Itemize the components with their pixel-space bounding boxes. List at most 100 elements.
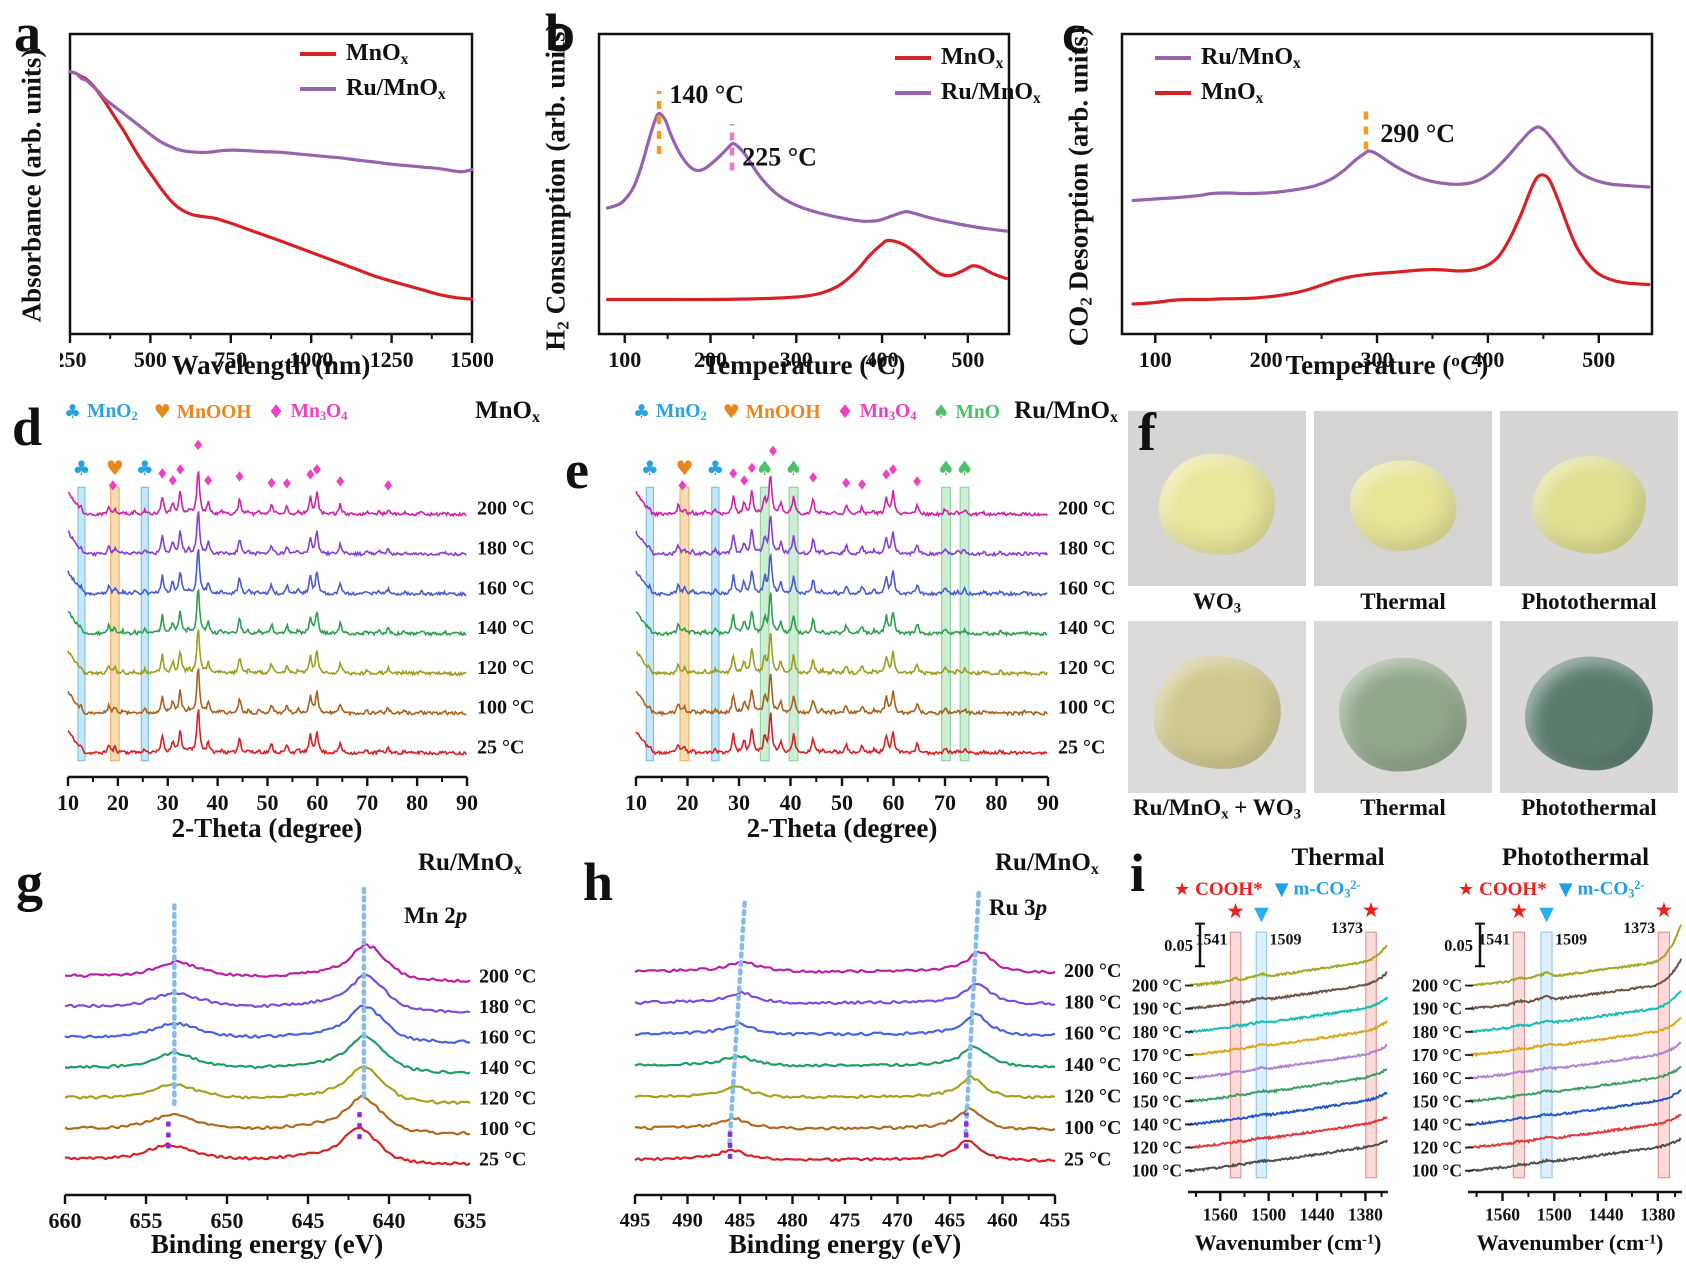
- x-axis-label: Temperature (oC): [1285, 350, 1489, 380]
- diamond-marker-icon: ♦: [676, 479, 689, 495]
- wavenumber-value: 1509: [1555, 931, 1587, 948]
- tick-label: 100: [608, 347, 641, 372]
- temp-label: 170 °C: [1132, 1045, 1182, 1065]
- tick-label: 640: [373, 1208, 406, 1233]
- xps-ru3p-chart: 495 490 485 480 475 470 465 460 455 25 °C 100 °C 12…: [620, 886, 1121, 1232]
- legend-label: Ru/MnOx: [941, 78, 1041, 107]
- legend-item: ▼ m-CO32-: [1275, 878, 1361, 902]
- axis-frame: [597, 32, 1011, 336]
- guide-dotted-line: [963, 886, 982, 1137]
- temp-label: 100 °C: [1132, 1161, 1182, 1181]
- photo-rumnox-wo3: [1128, 621, 1306, 793]
- wavenumber-value: 1373: [1623, 920, 1655, 937]
- co2tpd-chart: 100 200 300 400 500 290 °C: [1120, 32, 1654, 372]
- phase-marker-icon: ♠: [785, 456, 803, 480]
- legend-label: MnOOH: [176, 401, 252, 423]
- tick-label: 470: [882, 1210, 913, 1232]
- diamond-marker-icon: ♦: [746, 461, 759, 477]
- legend-label: Ru/MnOx: [346, 74, 446, 103]
- temp-label: 200 °C: [1058, 498, 1115, 520]
- tick-label: 40: [207, 790, 229, 815]
- tick-label: 1380: [1348, 1205, 1383, 1225]
- temp-label: 180 °C: [1412, 1022, 1462, 1042]
- xps-curve-180 °C: [634, 982, 1056, 1006]
- legend-item: ♣ MnO2: [633, 401, 707, 424]
- panel-title: Ru/MnOx: [995, 849, 1099, 878]
- triangle-down-icon: ▼: [1558, 878, 1573, 900]
- xrd-trace-160 °C: [635, 552, 1048, 598]
- tick-label: 645: [292, 1208, 325, 1233]
- diamond-marker-icon: ♦: [807, 471, 820, 487]
- panel-title: Ru/MnOx: [1014, 397, 1118, 426]
- temp-label: 100 °C: [1412, 1161, 1462, 1181]
- phase-marker-icon: ♥: [675, 456, 693, 480]
- drifts-photothermal-chart: 1560 1500 1440 1380 100 °C 120 °C 140 °C 150 °C…: [1412, 902, 1683, 1225]
- xrd-mnox-chart: 10 20 30 40 50 60 70 80 90 25 °C 100 °C 120 °C 140 °…: [57, 438, 534, 815]
- curve-MnOx: [1131, 173, 1651, 306]
- tick-label: 10: [57, 790, 79, 815]
- tick-label: 500: [951, 347, 984, 372]
- tick-label: 1380: [1640, 1205, 1675, 1225]
- tick-label: 650: [211, 1208, 244, 1233]
- legend-label: m-CO32-: [1577, 878, 1645, 901]
- legend-label: MnO: [955, 401, 1000, 423]
- star-icon: ★: [1174, 878, 1191, 900]
- scale-bar-value: 0.05: [1444, 936, 1473, 955]
- xrd-trace-100 °C: [635, 673, 1048, 717]
- line-swatch: [300, 52, 336, 57]
- drifts-curve-160 °C: [1467, 1041, 1682, 1080]
- temp-label: 180 °C: [479, 996, 536, 1018]
- diamond-marker-icon: ♦: [856, 477, 869, 493]
- drifts-curve-120 °C: [1467, 1113, 1682, 1149]
- legend-label: COOH*: [1479, 878, 1547, 900]
- panel-d: d ♣ MnO2 ♥ MnOOH ♦ Mn3O4 MnOx 10 20 30 40 50 60 7…: [0, 395, 562, 850]
- temp-label: 160 °C: [477, 577, 534, 599]
- heart-icon: ♥: [722, 401, 740, 424]
- phase-bar: [679, 486, 690, 762]
- legend-item: Ru/MnOx: [300, 75, 446, 104]
- x-axis-label: Binding energy (eV): [728, 1229, 962, 1259]
- diamond-marker-icon: ♦: [107, 479, 120, 495]
- tick-label: 1440: [1300, 1205, 1335, 1225]
- legend-label: m-CO32-: [1293, 878, 1361, 901]
- panel-letter: g: [16, 852, 43, 912]
- phase-marker-icon: ♣: [706, 456, 724, 480]
- scale-bar-value: 0.05: [1164, 936, 1193, 955]
- band-marker-icon: ▼: [1254, 903, 1269, 925]
- powder-pile: [1530, 453, 1648, 556]
- phase-marker-icon: ♣: [136, 456, 154, 480]
- temp-label: 180 °C: [477, 538, 534, 560]
- tick-label: 200: [1250, 347, 1283, 372]
- panel-letter: a: [14, 3, 41, 63]
- legend-label: MnOOH: [745, 401, 821, 423]
- curve-RuMnOx: [1131, 125, 1651, 203]
- temp-label: 170 °C: [1412, 1045, 1462, 1065]
- tick-label: 50: [257, 790, 279, 815]
- x-axis-label: 2-Theta (degree): [171, 813, 363, 843]
- temp-label: 140 °C: [479, 1057, 536, 1079]
- panel-title: Ru/MnOx: [418, 849, 522, 878]
- phase-legend: ♣ MnO2 ♥ MnOOH ♦ Mn3O4: [64, 401, 347, 424]
- x-axis-label: Binding energy (eV): [150, 1229, 384, 1259]
- tick-label: 30: [157, 790, 179, 815]
- diamond-marker-icon: ♦: [334, 475, 347, 491]
- x-axis-label: Temperature (oC): [702, 350, 906, 380]
- xps-curve-140 °C: [64, 1034, 471, 1075]
- drifts-curve-100 °C: [1187, 1139, 1389, 1173]
- line-swatch: [1155, 56, 1191, 61]
- tick-label: 655: [130, 1208, 163, 1233]
- y-axis-label: Absorbance (arb. units): [16, 48, 47, 323]
- tick-label: 250: [60, 347, 87, 372]
- band-marker-icon: ★: [1654, 902, 1673, 922]
- xrd-trace-200 °C: [67, 471, 467, 518]
- drifts-curve-150 °C: [1467, 1065, 1682, 1104]
- tick-label: 30: [728, 790, 750, 815]
- band-bar: [1255, 931, 1268, 1179]
- diamond-marker-icon: ♦: [166, 473, 179, 489]
- tick-label: 100: [1139, 347, 1172, 372]
- phase-bar: [788, 486, 799, 762]
- diamond-marker-icon: ♦: [727, 466, 740, 482]
- heart-icon: ♥: [153, 401, 171, 424]
- line-swatch: [895, 91, 931, 96]
- legend-item: ♥ MnOOH: [723, 402, 821, 424]
